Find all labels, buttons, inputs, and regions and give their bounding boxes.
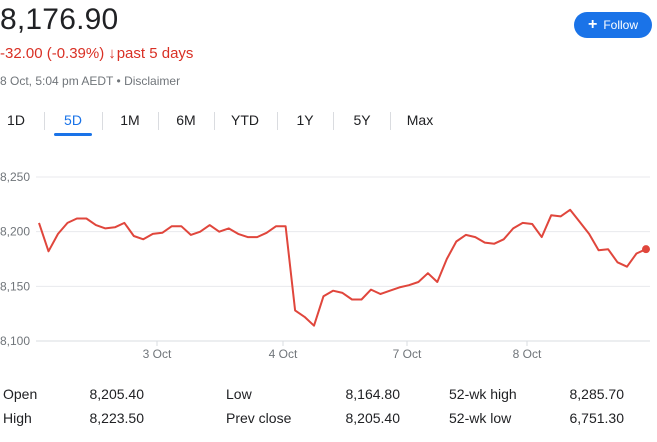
x-axis-labels: 3 Oct 4 Oct 7 Oct 8 Oct — [143, 347, 542, 361]
stat-value-open: 8,205.40 — [89, 386, 145, 402]
time-range-tabs: 1D 5D 1M 6M YTD 1Y 5Y Max — [0, 108, 657, 138]
quote-timestamp: 8 Oct, 5:04 pm AEDT — [0, 74, 114, 88]
y-tick-label: 8,100 — [0, 334, 30, 348]
tab-max[interactable]: Max — [406, 112, 434, 128]
stat-label-high: High — [3, 410, 32, 426]
meta-separator: • — [116, 74, 121, 88]
y-axis-labels: 8,250 8,200 8,150 8,100 — [0, 170, 30, 348]
tab-divider — [44, 112, 45, 130]
stat-label-open: Open — [3, 386, 38, 402]
tab-6m[interactable]: 6M — [176, 112, 196, 128]
x-tick-label: 8 Oct — [513, 347, 542, 361]
tab-1d[interactable]: 1D — [7, 112, 25, 128]
stat-value-high: 8,223.50 — [89, 410, 145, 426]
stock-price: 8,176.90 — [0, 3, 119, 36]
stat-label-low: Low — [226, 386, 252, 402]
last-price-marker — [642, 245, 650, 254]
price-series — [38, 208, 650, 327]
x-tick-label: 3 Oct — [143, 347, 172, 361]
tab-divider — [277, 112, 278, 130]
down-arrow-icon: ↓ — [108, 45, 116, 62]
tab-ytd[interactable]: YTD — [231, 112, 259, 128]
follow-button[interactable]: + Follow — [574, 12, 652, 38]
price-change-row: -32.00 (-0.39%) ↓past 5 days — [0, 44, 193, 64]
follow-button-label: Follow — [603, 18, 639, 32]
tab-divider — [333, 112, 334, 130]
stat-value-prev-close: 8,205.40 — [345, 410, 401, 426]
tab-1m[interactable]: 1M — [120, 112, 140, 128]
price-change: -32.00 (-0.39%) — [0, 45, 105, 62]
tab-5y[interactable]: 5Y — [353, 112, 371, 128]
stat-label-prev-close: Prev close — [226, 410, 292, 426]
tab-5d[interactable]: 5D — [54, 108, 92, 138]
y-tick-label: 8,150 — [0, 279, 30, 293]
x-tick-label: 7 Oct — [393, 347, 422, 361]
stat-label-52wk-low: 52-wk low — [449, 410, 512, 426]
tab-divider — [158, 112, 159, 130]
tab-divider — [390, 112, 391, 130]
x-tick-label: 4 Oct — [269, 347, 298, 361]
stat-value-52wk-low: 6,751.30 — [569, 410, 625, 426]
change-period: past 5 days — [116, 45, 194, 62]
y-tick-label: 8,250 — [0, 170, 30, 184]
disclaimer-link[interactable]: Disclaimer — [124, 74, 181, 88]
stat-label-52wk-high: 52-wk high — [449, 386, 517, 402]
tab-divider — [102, 112, 103, 130]
chart-gridlines — [36, 176, 650, 346]
y-tick-label: 8,200 — [0, 225, 30, 239]
quote-meta: 8 Oct, 5:04 pm AEDT • Disclaimer — [0, 73, 180, 89]
price-line — [38, 208, 647, 327]
tab-1y[interactable]: 1Y — [296, 112, 314, 128]
stat-value-52wk-high: 8,285.70 — [569, 386, 625, 402]
stat-value-low: 8,164.80 — [345, 386, 401, 402]
tab-divider — [214, 112, 215, 130]
price-chart[interactable]: 8,250 8,200 8,150 8,100 3 Oct 4 Oct 7 Oc… — [0, 160, 657, 370]
plus-icon: + — [587, 16, 598, 33]
